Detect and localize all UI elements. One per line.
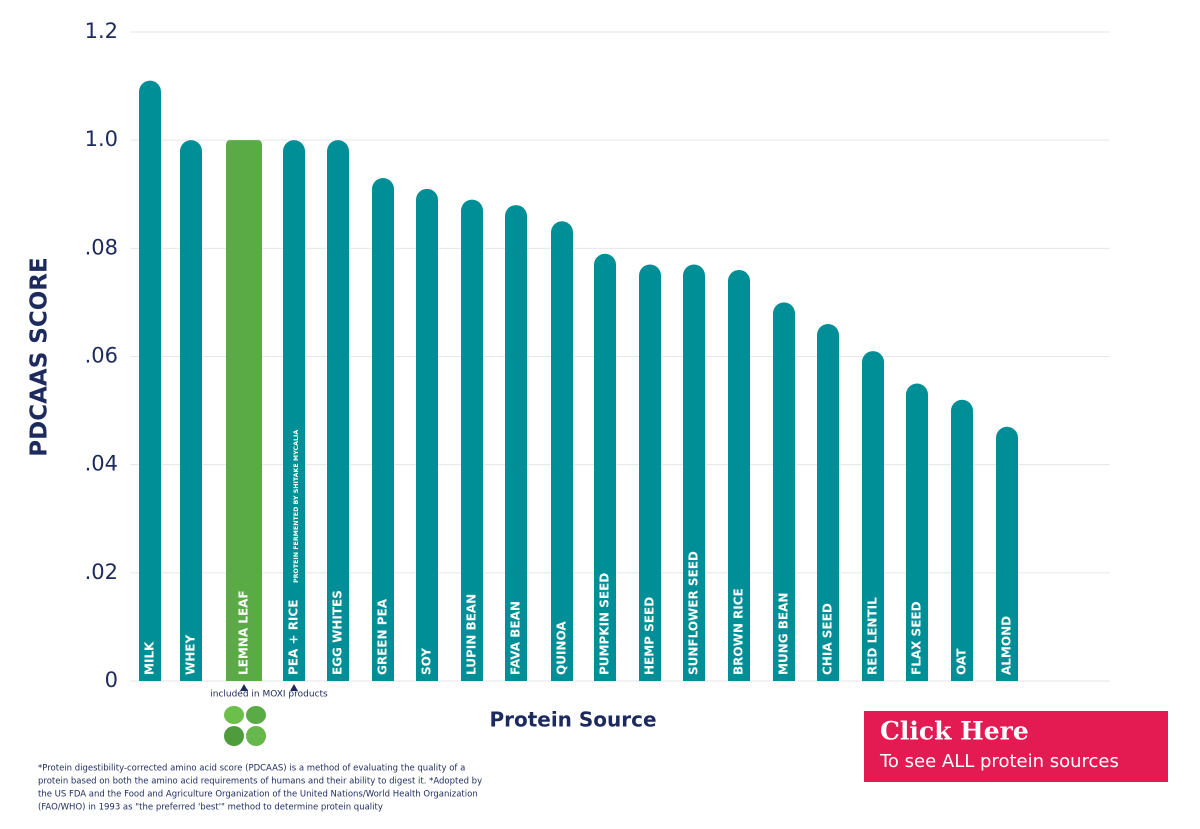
button-subtitle[interactable]: To see ALL protein sources [879,751,1119,772]
category-label: ALMOND [1000,616,1014,675]
category-label: FLAX SEED [910,601,924,675]
category-label: GREEN PEA [376,598,390,675]
y-tick-label: 1.0 [85,127,118,151]
bar [594,253,616,681]
bar [327,140,349,681]
x-axis-label: Protein Source [489,708,656,732]
category-label: WHEY [184,635,198,675]
category-label: CHIA SEED [821,603,835,675]
y-tick-label: .04 [85,452,118,476]
category-label: MILK [143,641,157,675]
bar [139,80,161,682]
annotation: PROTEIN FERMENTED BY SHITAKE MYCALIA [293,430,300,583]
category-label: BROWN RICE [732,588,746,675]
category-label: PEA + RICE [287,600,301,675]
button[interactable]: Click Here To see ALL protein sources [864,711,1168,782]
category-label: LUPIN BEAN [465,594,479,675]
bar [372,178,394,681]
category-label: LEMNA LEAF [237,590,251,675]
bar [728,269,751,681]
footnote-line: the US FDA and the Food and Agriculture … [38,790,478,800]
button-bg[interactable] [864,711,1168,782]
clover-icon [224,706,266,746]
footnote: *Protein digestibility-corrected amino a… [38,764,482,813]
footnote-line: (FAO/WHO) in 1993 as "the preferred 'bes… [38,803,383,813]
bar [862,351,885,681]
category-label: FAVA BEAN [509,601,523,675]
bar [906,383,928,681]
bar [461,199,483,682]
category-label: QUINOA [555,621,569,675]
button-title[interactable]: Click Here [880,717,1029,746]
y-axis-label: PDCAAS SCORE [27,257,53,456]
footnote-line: *Protein digestibility-corrected amino a… [38,764,465,774]
category-label: SOY [420,648,434,675]
bar [283,140,305,681]
category-label: EGG WHITES [331,590,345,675]
bar [683,264,705,681]
bar [817,324,839,681]
bar [505,205,527,682]
bar [226,140,262,681]
category-label: OAT [955,648,969,675]
bar [773,302,795,681]
y-tick-label: .08 [85,235,118,259]
pointer [290,684,298,691]
category-label: RED LENTIL [866,597,880,675]
bar [416,188,438,681]
category-label: SUNFLOWER SEED [687,551,701,675]
bar [639,264,661,681]
category-label: PUMPKIN SEED [598,573,612,675]
y-tick-label: 1.2 [85,19,118,43]
bar [551,221,573,681]
bars: MILK WHEY LEMNA LEAF PEA + RICE EGG WHITES GR… [139,80,1018,682]
y-tick-label: .06 [85,344,118,368]
bar [951,399,973,681]
category-label: HEMP SEED [643,597,657,675]
bar [180,140,202,681]
y-tick-label: 0 [105,668,118,692]
category-label: MUNG BEAN [777,593,791,675]
footnote-line: protein based on both the amino acid req… [38,777,482,787]
y-tick-label: .02 [85,560,118,584]
bar [996,426,1018,681]
annotation: included in MOXI products [210,690,328,700]
pointer [240,684,248,691]
